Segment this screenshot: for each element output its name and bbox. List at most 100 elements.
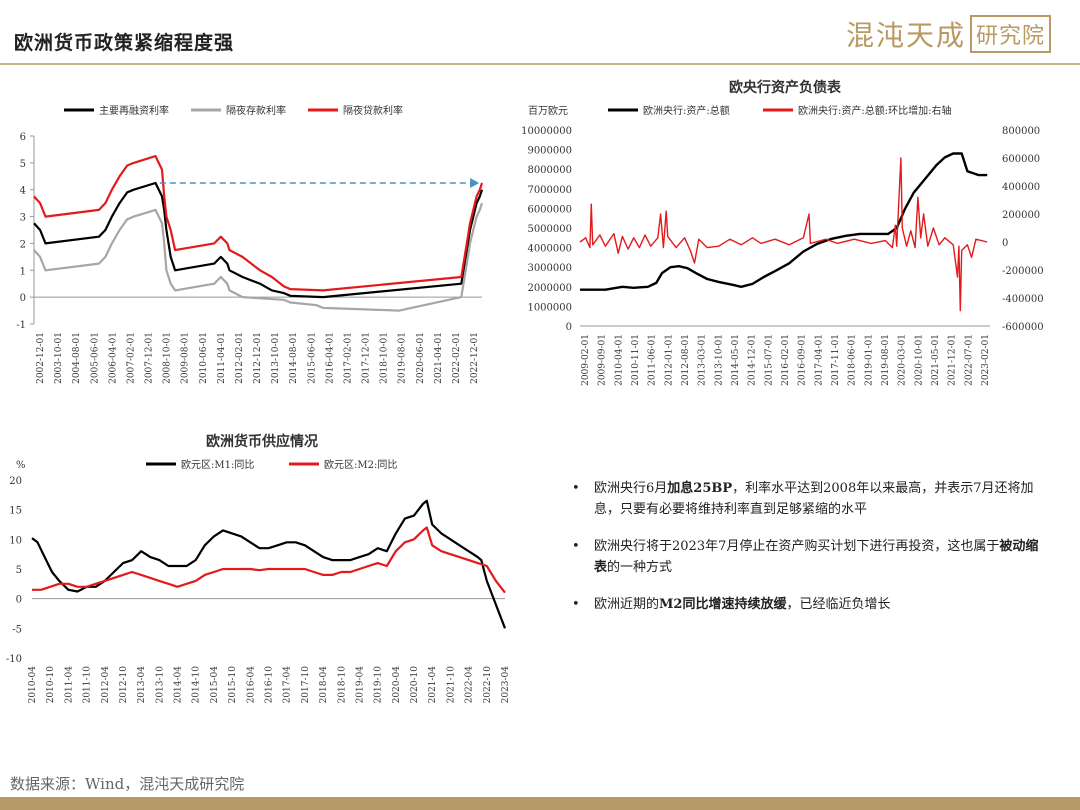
x-tick-label: 2012-02-01	[235, 332, 245, 384]
x-tick-label: 2011-04-01	[217, 332, 227, 384]
x-tick-label: 2007-12-01	[145, 332, 155, 384]
x-tick-label: 2010-04	[28, 666, 38, 704]
x-tick-label: 2017-04	[283, 666, 293, 704]
x-tick-label: 2017-02-01	[343, 332, 353, 384]
y-tick-label-right: 600000	[1002, 154, 1040, 165]
x-tick-label: 2016-09-01	[798, 334, 808, 386]
x-tick-label: 2022-07-01	[964, 334, 974, 386]
x-tick-label: 2014-08-01	[289, 332, 299, 384]
x-tick-label: 2023-02-01	[981, 334, 991, 386]
y-tick-label-right: -600000	[1002, 322, 1044, 333]
policy-rate-chart: 主要再融资利率 隔夜存款利率 隔夜贷款利率 -1 0 1 2 3 4 5 6 2002-12-01 20…	[16, 104, 484, 384]
notes-panel: • 欧洲央行6月加息25BP，利率水平达到2008年以来最高，并表示7月还将加息…	[570, 478, 1040, 631]
y-tick-label: 4	[20, 186, 26, 197]
note-text-2b: 被动缩表	[594, 539, 1039, 575]
x-tick-label: 2020-10	[410, 666, 420, 704]
y-tick-label-left: 4000000	[527, 244, 572, 255]
x-tick-label: 2008-10-01	[163, 332, 173, 384]
x-tick-label: 2016-02-01	[781, 334, 791, 386]
x-tick-label: 2009-09-01	[598, 334, 608, 386]
x-tick-label: 2020-10-01	[914, 334, 924, 386]
x-tick-label: 2012-10	[119, 666, 129, 704]
note-text-3b: M2同比增速持续放缓	[659, 597, 787, 612]
x-tick-label: 2012-12-01	[253, 332, 263, 384]
x-tick-label: 2021-10	[446, 666, 456, 704]
y-tick-label: 20	[9, 476, 22, 487]
x-tick-label: 2014-10	[192, 666, 202, 704]
x-tick-label: 2010-11-01	[631, 334, 641, 386]
x-tick-label: 2013-03-01	[698, 334, 708, 386]
x-tick-label: 2022-02-01	[452, 332, 462, 384]
x-tick-label: 2013-10-01	[714, 334, 724, 386]
x-tick-label: 2015-06-01	[307, 332, 317, 384]
x-tick-label: 2017-04-01	[814, 334, 824, 386]
header-divider	[0, 63, 1080, 65]
note-item: • 欧洲央行将于2023年7月停止在资产购买计划下进行再投资，这也属于被动缩表的…	[570, 536, 1040, 578]
bullet: •	[572, 597, 580, 612]
x-tick-label: 2011-04	[64, 666, 74, 704]
y-tick-label-left: 2000000	[527, 283, 572, 294]
x-tick-label: 2012-08-01	[681, 334, 691, 386]
logo: 混沌天成 研究院	[846, 14, 1052, 54]
x-tick-label: 2002-12-01	[36, 332, 46, 384]
x-tick-label: 2012-01-01	[664, 334, 674, 386]
y-tick-label: 0	[20, 293, 26, 304]
x-tick-label: 2004-08-01	[72, 332, 82, 384]
x-tick-label: 2018-10-01	[380, 332, 390, 384]
x-tick-label: 2021-12-01	[948, 334, 958, 386]
note-text-2c: 的一种方式	[607, 560, 673, 575]
legend-label: 隔夜存款利率	[226, 104, 286, 117]
y-tick-label-left: 9000000	[527, 146, 572, 157]
x-tick-label: 2018-10	[337, 666, 347, 704]
y-tick-label-left: 6000000	[527, 204, 572, 215]
note-text-3c: ，已经临近负增长	[786, 597, 891, 612]
x-tick-label: 2022-10	[483, 666, 493, 704]
note-item: • 欧洲近期的M2同比增速持续放缓，已经临近负增长	[570, 594, 1040, 615]
x-tick-label: 2015-04	[210, 666, 220, 704]
x-tick-label: 2017-12-01	[362, 332, 372, 384]
logo-box-text: 研究院	[970, 15, 1052, 53]
x-tick-label: 2020-03-01	[898, 334, 908, 386]
x-tick-label: 2019-08-01	[881, 334, 891, 386]
logo-text: 混沌天成	[846, 19, 967, 52]
legend-label: 欧洲央行:资产:总额	[643, 104, 730, 117]
x-tick-label: 2006-04-01	[108, 332, 118, 384]
y-axis-unit: 百万欧元	[528, 105, 568, 117]
x-tick-label: 2020-06-01	[416, 332, 426, 384]
chart-title: 欧央行资产负债表	[729, 79, 842, 96]
bullet: •	[572, 481, 580, 496]
x-tick-label: 2017-11-01	[831, 334, 841, 386]
x-tick-label: 2015-07-01	[764, 334, 774, 386]
y-tick-label: 1	[20, 266, 26, 277]
x-tick-label: 2021-05-01	[931, 334, 941, 386]
legend-label: 主要再融资利率	[99, 104, 169, 117]
y-tick-label: 5	[20, 159, 26, 170]
x-tick-label: 2014-04	[174, 666, 184, 704]
x-tick-label: 2009-08-01	[181, 332, 191, 384]
y-tick-label-left: 0	[566, 322, 572, 333]
x-tick-label: 2016-10	[265, 666, 275, 704]
note-item: • 欧洲央行6月加息25BP，利率水平达到2008年以来最高，并表示7月还将加息…	[570, 478, 1040, 520]
x-tick-label: 2017-10	[301, 666, 311, 704]
note-text-1c: ，利率水平达到2008年以来最高，并表示7月还将加息，只要有必要将维持利率直到足…	[594, 481, 1034, 517]
x-tick-label: 2009-02-01	[581, 334, 591, 386]
x-tick-label: 2010-06-01	[199, 332, 209, 384]
x-tick-label: 2011-06-01	[648, 334, 658, 386]
x-tick-label: 2018-06-01	[848, 334, 858, 386]
x-tick-label: 2013-04	[137, 666, 147, 704]
money-supply-chart: 欧洲货币供应情况% 欧元区:M1:同比 欧元区:M2:同比 -10 -5 0 5 10 15 20…	[6, 433, 511, 704]
legend-label: 欧洲央行:资产:总额:环比增加:右轴	[798, 104, 951, 117]
x-tick-label: 2013-10-01	[271, 332, 281, 384]
note-text-3a: 欧洲近期的	[594, 597, 660, 612]
y-tick-label: -5	[12, 624, 22, 635]
x-tick-label: 2016-04-01	[325, 332, 335, 384]
y-tick-label-right: 200000	[1002, 210, 1040, 221]
y-tick-label-right: 0	[1002, 238, 1008, 249]
y-tick-label: -10	[6, 654, 22, 665]
note-text-1b: 加息25BP	[667, 481, 733, 496]
x-tick-label: 2023-04	[501, 666, 511, 704]
x-tick-label: 2014-05-01	[731, 334, 741, 386]
y-tick-label: 6	[20, 132, 26, 143]
chart-title: 欧洲货币供应情况	[206, 433, 318, 450]
